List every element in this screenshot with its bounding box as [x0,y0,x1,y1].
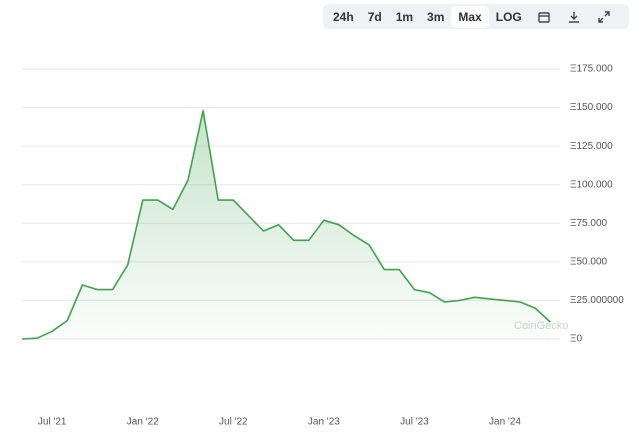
download-icon[interactable] [559,7,589,27]
x-tick-label: Jul '23 [400,417,429,428]
range-button[interactable]: Max [451,5,489,28]
y-tick-label: Ξ75.000 [570,218,608,229]
range-button[interactable]: 7d [367,9,382,24]
range-button[interactable]: 24h [333,9,354,24]
y-tick-label: Ξ50.000 [570,256,608,267]
y-tick-label: Ξ0 [570,334,582,345]
icon [598,10,610,23]
y-tick-label: Ξ25.000000 [570,295,624,306]
toolbar: 24h 7d 1m 3m Max LOG [323,4,629,29]
icon [568,11,579,23]
y-tick-label: Ξ150.000 [570,102,613,113]
x-tick-label: Jan '22 [127,417,159,428]
icon [538,11,550,23]
x-tick-label: Jan '23 [308,417,340,428]
calendar-icon[interactable] [529,7,559,27]
x-tick-label: Jul '21 [38,417,67,428]
y-tick-label: Ξ100.000 [570,179,613,190]
area [22,110,551,339]
fullscreen-icon[interactable] [589,7,619,27]
price-line [21,109,551,340]
range-button[interactable]: 1m [395,9,414,24]
y-tick-label: Ξ175.000 [570,64,613,75]
log-button[interactable]: LOG [495,9,522,24]
x-tick-label: Jan '24 [489,417,521,428]
range-button[interactable]: 3m [427,9,445,24]
y-tick-label: Ξ125.000 [570,141,613,152]
x-tick-label: Jul '22 [219,417,248,428]
